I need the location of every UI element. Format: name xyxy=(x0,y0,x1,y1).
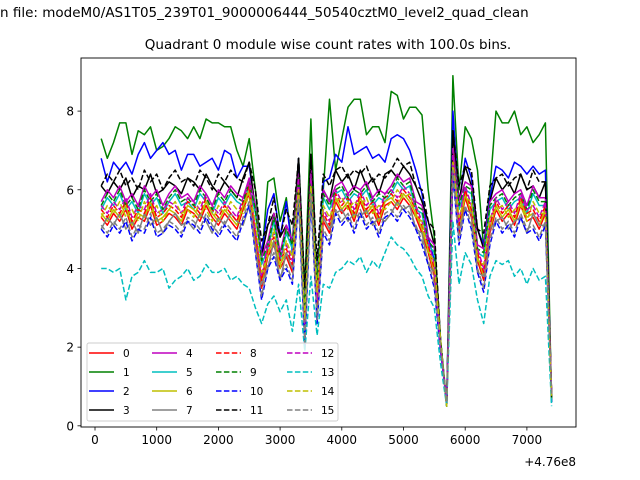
series-line-14 xyxy=(100,161,553,407)
x-offset-label: +4.76e8 xyxy=(524,455,576,469)
legend-frame xyxy=(86,342,339,422)
plot-area xyxy=(100,74,553,407)
series-line-11 xyxy=(100,130,553,407)
legend-label-15: 15 xyxy=(321,405,334,417)
x-tick-label: 5000 xyxy=(388,433,419,447)
x-tick-label: 0 xyxy=(91,433,99,447)
x-tick-label: 3000 xyxy=(265,433,296,447)
legend-label-3: 3 xyxy=(123,405,130,417)
legend-label-4: 4 xyxy=(186,348,193,360)
chart-subtitle: Quadrant 0 module wise count rates with … xyxy=(145,37,511,53)
axes-frame xyxy=(80,57,577,428)
y-tick-label: 2 xyxy=(66,341,74,355)
legend-label-14: 14 xyxy=(321,386,335,398)
x-tick-label: 2000 xyxy=(203,433,234,447)
legend-label-2: 2 xyxy=(123,386,130,398)
axis-ticks: 0 1000 2000 3000 4000 5000 6000 7000 0 2 4 6 8 xyxy=(66,105,542,447)
series-line-1 xyxy=(100,74,553,403)
legend-label-1: 1 xyxy=(123,367,130,379)
series-line-12 xyxy=(100,149,553,403)
y-tick-label: 0 xyxy=(66,419,74,433)
legend-label-6: 6 xyxy=(186,386,193,398)
series-line-9 xyxy=(100,149,553,407)
x-tick-label: 1000 xyxy=(141,433,172,447)
legend-label-12: 12 xyxy=(321,348,334,360)
legend-label-10: 10 xyxy=(250,386,263,398)
x-tick-label: 7000 xyxy=(512,433,543,447)
x-tick-label: 6000 xyxy=(450,433,481,447)
chart-title: n file: modeM0/AS1T05_239T01_9000006444_… xyxy=(0,5,529,21)
y-tick-label: 4 xyxy=(66,262,74,276)
legend-label-0: 0 xyxy=(123,348,130,360)
x-tick-label: 4000 xyxy=(327,433,358,447)
legend-label-9: 9 xyxy=(250,367,257,379)
legend-label-7: 7 xyxy=(186,405,193,417)
y-tick-label: 6 xyxy=(66,183,74,197)
legend-label-13: 13 xyxy=(321,367,334,379)
legend-label-8: 8 xyxy=(250,348,257,360)
legend-label-5: 5 xyxy=(186,367,193,379)
series-line-15 xyxy=(100,169,553,403)
legend-label-11: 11 xyxy=(250,405,263,417)
y-tick-label: 8 xyxy=(66,105,74,119)
series-line-13 xyxy=(101,220,553,407)
